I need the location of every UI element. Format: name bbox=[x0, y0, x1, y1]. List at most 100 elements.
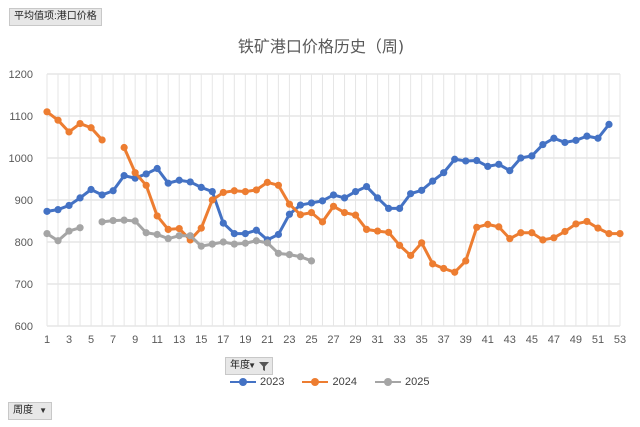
data-point-2025 bbox=[274, 249, 283, 257]
data-point-2024 bbox=[351, 211, 360, 219]
data-point-2024 bbox=[329, 202, 338, 210]
legend-swatch bbox=[230, 377, 256, 387]
x-tick-label: 45 bbox=[526, 334, 538, 346]
y-axis-ticks: 600 700 800 900 1000 1100 1200 bbox=[9, 69, 33, 333]
data-point-2023 bbox=[230, 230, 238, 238]
data-point-2024 bbox=[429, 260, 437, 268]
data-point-2023 bbox=[208, 188, 216, 196]
y-tick-label: 600 bbox=[15, 321, 33, 333]
data-point-2023 bbox=[517, 154, 525, 162]
data-point-2025 bbox=[307, 257, 316, 265]
filter-icon[interactable] bbox=[258, 360, 270, 372]
data-point-2025 bbox=[164, 235, 172, 243]
data-point-2024 bbox=[131, 169, 139, 177]
x-tick-label: 41 bbox=[482, 334, 494, 346]
data-point-2025 bbox=[296, 253, 305, 261]
chevron-down-icon[interactable]: ▼ bbox=[248, 361, 256, 370]
data-point-2023 bbox=[561, 138, 569, 147]
data-point-2025 bbox=[131, 217, 139, 225]
y-tick-label: 800 bbox=[15, 237, 33, 249]
data-point-2023 bbox=[429, 177, 437, 185]
year-field-button[interactable]: 年度 ▼ bbox=[225, 357, 273, 375]
data-point-2023 bbox=[572, 136, 580, 144]
legend-label: 2023 bbox=[260, 376, 285, 388]
data-point-2024 bbox=[616, 230, 624, 238]
legend-item-2023: 2023 bbox=[230, 376, 284, 388]
data-point-2024 bbox=[484, 220, 492, 228]
x-tick-label: 23 bbox=[283, 334, 295, 346]
data-point-2024 bbox=[208, 196, 216, 204]
data-point-2024 bbox=[87, 124, 95, 132]
x-tick-label: 11 bbox=[151, 334, 162, 346]
data-point-2024 bbox=[561, 227, 569, 236]
data-point-2024 bbox=[451, 268, 459, 276]
series-2023 bbox=[43, 120, 613, 244]
chart-title: 铁矿港口价格历史（周) bbox=[238, 37, 404, 56]
data-point-2024 bbox=[43, 108, 51, 116]
x-tick-label: 25 bbox=[305, 334, 317, 346]
data-point-2024 bbox=[241, 188, 249, 196]
data-point-2023 bbox=[594, 134, 602, 142]
x-tick-label: 49 bbox=[570, 334, 582, 346]
data-point-2023 bbox=[384, 204, 393, 212]
data-point-2023 bbox=[373, 194, 382, 202]
data-point-2023 bbox=[407, 190, 415, 198]
data-point-2024 bbox=[605, 230, 613, 238]
data-point-2024 bbox=[440, 264, 448, 273]
data-point-2024 bbox=[307, 209, 316, 217]
legend-swatch bbox=[374, 377, 401, 387]
legend-item-2024: 2024 bbox=[302, 376, 357, 388]
data-point-2024 bbox=[263, 178, 271, 186]
data-point-2024 bbox=[76, 119, 84, 128]
series-2024 bbox=[43, 108, 624, 276]
legend-label: 2025 bbox=[404, 376, 430, 388]
series-2025 bbox=[43, 216, 316, 265]
data-point-2025 bbox=[241, 239, 249, 247]
data-point-2025 bbox=[43, 230, 51, 238]
data-point-2024 bbox=[219, 188, 227, 197]
chevron-down-icon[interactable]: ▼ bbox=[39, 406, 47, 415]
x-tick-label: 17 bbox=[217, 334, 229, 346]
x-tick-label: 3 bbox=[66, 334, 72, 346]
data-point-2024 bbox=[528, 229, 536, 237]
x-tick-label: 39 bbox=[460, 334, 472, 346]
x-tick-label: 43 bbox=[504, 334, 516, 346]
data-point-2024 bbox=[285, 200, 294, 208]
data-point-2025 bbox=[98, 218, 106, 226]
week-field-button[interactable]: 周度 ▼ bbox=[8, 402, 52, 420]
data-point-2024 bbox=[407, 251, 415, 260]
data-point-2023 bbox=[109, 187, 117, 195]
data-point-2023 bbox=[440, 169, 448, 177]
data-point-2025 bbox=[120, 216, 128, 224]
y-tick-label: 700 bbox=[15, 279, 33, 291]
data-point-2025 bbox=[76, 224, 84, 232]
data-point-2023 bbox=[495, 160, 503, 168]
data-point-2025 bbox=[230, 240, 238, 248]
data-point-2025 bbox=[142, 229, 150, 237]
value-field-label: 平均值项:港口价格 bbox=[14, 11, 97, 22]
data-point-2024 bbox=[473, 223, 481, 231]
x-tick-label: 13 bbox=[173, 334, 185, 346]
data-point-2023 bbox=[54, 206, 62, 214]
data-point-2024 bbox=[373, 227, 382, 235]
data-point-2024 bbox=[550, 234, 558, 242]
data-point-2023 bbox=[98, 191, 106, 199]
value-field-button[interactable]: 平均值项:港口价格 bbox=[9, 8, 102, 26]
data-point-2023 bbox=[186, 178, 194, 186]
x-tick-label: 33 bbox=[393, 334, 405, 346]
data-point-2024 bbox=[506, 235, 514, 243]
data-point-2025 bbox=[208, 240, 216, 248]
x-tick-label: 35 bbox=[416, 334, 428, 346]
year-field-label: 年度 bbox=[230, 360, 250, 371]
data-point-2025 bbox=[263, 239, 271, 247]
data-point-2023 bbox=[539, 140, 547, 149]
data-point-2024 bbox=[318, 218, 327, 226]
data-point-2023 bbox=[219, 219, 227, 227]
grid bbox=[46, 73, 621, 327]
data-point-2025 bbox=[186, 232, 194, 240]
data-point-2024 bbox=[296, 211, 305, 219]
x-tick-label: 51 bbox=[592, 334, 604, 346]
data-point-2023 bbox=[418, 186, 426, 194]
data-point-2023 bbox=[274, 230, 283, 239]
x-tick-label: 31 bbox=[371, 334, 383, 346]
